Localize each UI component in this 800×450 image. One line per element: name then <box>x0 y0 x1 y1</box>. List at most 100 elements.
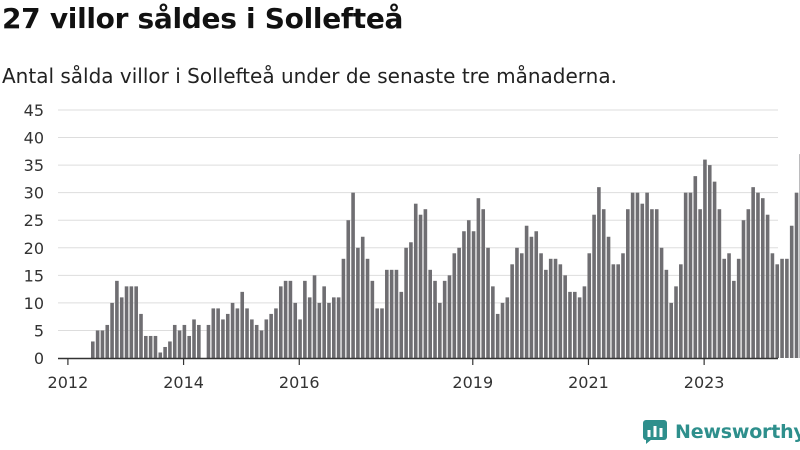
bar <box>91 341 95 358</box>
bar <box>95 330 100 358</box>
bar <box>163 346 167 358</box>
bar <box>693 176 698 358</box>
bar <box>519 253 524 358</box>
bar <box>144 335 148 358</box>
bar <box>230 302 235 358</box>
bar <box>669 302 673 358</box>
bar <box>760 198 765 358</box>
bar <box>399 291 404 358</box>
x-tick-label: 2023 <box>684 373 725 392</box>
y-tick-label: 0 <box>34 349 44 368</box>
bar <box>712 181 717 358</box>
bar <box>187 335 191 358</box>
bar <box>356 247 360 358</box>
bar <box>529 236 534 358</box>
bar <box>452 253 457 358</box>
bar <box>332 297 336 358</box>
chart-subtitle: Antal sålda villor i Sollefteå under de … <box>2 64 617 88</box>
y-gridlines <box>58 109 778 331</box>
bar <box>124 286 129 358</box>
newsworthy-logo-text: Newsworthy <box>675 421 800 443</box>
bar <box>312 275 317 358</box>
bar <box>134 286 138 358</box>
bar <box>650 209 654 358</box>
y-tick-label: 25 <box>24 211 44 230</box>
bar <box>221 319 225 358</box>
bar <box>322 286 326 358</box>
bar <box>486 247 490 358</box>
bar <box>717 209 722 358</box>
bar <box>722 258 727 358</box>
x-axis: 2012201420162019202120232025 <box>48 357 800 392</box>
bar <box>423 209 428 358</box>
bar <box>105 324 110 358</box>
bar <box>307 297 312 358</box>
bar <box>129 286 134 358</box>
y-tick-label: 40 <box>24 129 44 148</box>
x-tick-label: 2012 <box>48 373 89 392</box>
bar <box>288 280 293 358</box>
y-tick-label: 20 <box>24 239 44 258</box>
bar <box>148 335 153 358</box>
bar <box>741 220 746 358</box>
bar <box>346 220 351 358</box>
bar <box>544 269 548 358</box>
bar <box>539 253 543 358</box>
bar <box>770 253 775 358</box>
bar <box>775 264 780 358</box>
bar <box>553 258 558 358</box>
y-tick-labels: 0 5 10 15 20 25 30 35 40 45 <box>24 101 44 368</box>
bar <box>611 264 616 358</box>
bar <box>746 209 751 358</box>
bar <box>351 192 355 358</box>
x-tick-label: 2016 <box>279 373 320 392</box>
bar <box>438 302 442 358</box>
bar <box>462 231 466 358</box>
y-tick-label: 15 <box>24 266 44 285</box>
bar <box>457 247 461 358</box>
bar <box>211 308 216 358</box>
bar <box>582 286 587 358</box>
bar <box>785 258 789 358</box>
bar <box>389 269 394 358</box>
bar <box>413 203 418 358</box>
bar <box>274 308 278 358</box>
bar <box>110 302 114 358</box>
bar <box>476 198 481 358</box>
y-tick-label: 10 <box>24 294 44 313</box>
bar <box>303 280 307 358</box>
bar <box>409 242 413 358</box>
bar <box>192 319 196 358</box>
bar <box>563 275 567 358</box>
x-tick-label: 2021 <box>568 373 609 392</box>
bar <box>115 280 119 358</box>
bar <box>495 313 500 358</box>
bar <box>683 192 688 358</box>
bar <box>336 297 341 358</box>
bar <box>736 258 741 358</box>
bar <box>433 280 437 358</box>
bar <box>139 313 143 358</box>
y-tick-label: 35 <box>24 156 44 175</box>
bar <box>587 253 592 358</box>
bar <box>510 264 514 358</box>
bar <box>606 236 611 358</box>
bar <box>404 247 408 358</box>
bar <box>100 330 105 358</box>
x-tick-label: 2019 <box>452 373 493 392</box>
bars <box>91 154 800 358</box>
bar <box>481 209 486 358</box>
bar <box>235 308 240 358</box>
bar <box>428 269 432 358</box>
bar <box>168 341 172 358</box>
x-tick-label: 2014 <box>163 373 204 392</box>
bar <box>327 302 331 358</box>
bar <box>240 291 245 358</box>
bar <box>732 280 736 358</box>
bar <box>640 203 645 358</box>
bar <box>250 319 254 358</box>
bar <box>780 258 784 358</box>
bar <box>674 286 678 358</box>
bar <box>293 302 298 358</box>
